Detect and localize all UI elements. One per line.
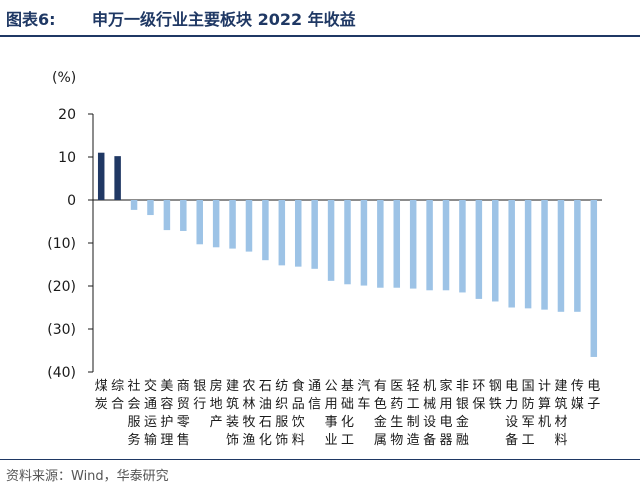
y-unit-label: (%) bbox=[52, 70, 76, 86]
bar bbox=[360, 200, 368, 286]
bar bbox=[426, 200, 433, 291]
bar bbox=[294, 200, 302, 267]
category-label: 电力设备 bbox=[505, 379, 518, 448]
category-label: 环保 bbox=[472, 379, 485, 412]
category-label: 通信 bbox=[308, 379, 321, 412]
category-label: 汽车 bbox=[357, 379, 370, 412]
category-label: 基础化工 bbox=[341, 379, 354, 448]
y-tick-label: (30) bbox=[47, 322, 76, 338]
category-label: 钢铁 bbox=[489, 379, 502, 412]
bar bbox=[541, 200, 548, 310]
bar bbox=[130, 200, 138, 210]
y-tick-label: (20) bbox=[47, 279, 76, 295]
category-label: 商贸零售 bbox=[177, 379, 190, 448]
category-label: 有色金属 bbox=[374, 379, 387, 448]
category-label: 食品饮料 bbox=[292, 378, 305, 448]
bar bbox=[229, 200, 236, 249]
bar bbox=[245, 200, 253, 252]
category-label: 美容护理 bbox=[160, 379, 173, 448]
category-label: 建筑装饰 bbox=[226, 379, 239, 448]
bar bbox=[590, 200, 598, 357]
y-tick-label: (10) bbox=[47, 236, 76, 252]
category-label: 社会服务 bbox=[128, 378, 141, 448]
bar bbox=[327, 200, 335, 281]
bar bbox=[163, 200, 171, 231]
bar-chart: (%) 20 10 0 (10) (20) (30) (40) 煤炭综合社会服务交通运输美容… bbox=[47, 70, 602, 448]
category-label: 银行 bbox=[193, 379, 206, 412]
bar bbox=[393, 200, 401, 288]
figure-header: 图表6: 申万一级行业主要板块 2022 年收益 bbox=[0, 0, 640, 37]
bar bbox=[262, 200, 269, 261]
bar bbox=[377, 200, 384, 288]
header-rule bbox=[0, 35, 640, 37]
bar bbox=[492, 200, 499, 302]
y-tick-label: 0 bbox=[67, 193, 76, 209]
bar bbox=[524, 200, 532, 309]
category-label: 医药生物 bbox=[390, 379, 403, 448]
category-label: 纺织服饰 bbox=[275, 379, 288, 448]
y-tick-label: (40) bbox=[47, 365, 76, 381]
bar bbox=[344, 200, 351, 285]
category-label: 非银金融 bbox=[456, 379, 469, 448]
bar bbox=[508, 200, 515, 308]
bars-group bbox=[97, 152, 598, 357]
bar bbox=[196, 200, 203, 245]
bar bbox=[475, 200, 483, 299]
category-label: 房地产 bbox=[210, 378, 223, 430]
y-tick-label: 20 bbox=[58, 107, 76, 123]
bar bbox=[574, 200, 581, 312]
bar bbox=[278, 200, 286, 266]
category-label: 机械设备 bbox=[423, 379, 436, 448]
category-label: 农林牧渔 bbox=[242, 379, 255, 448]
category-label: 建筑材料 bbox=[554, 379, 567, 448]
category-label: 传媒 bbox=[571, 379, 584, 412]
y-axis: 20 10 0 (10) (20) (30) (40) bbox=[47, 107, 602, 381]
bar bbox=[180, 200, 187, 231]
bar bbox=[409, 200, 417, 289]
bar bbox=[442, 200, 450, 291]
bar bbox=[114, 156, 121, 200]
bar bbox=[557, 200, 565, 312]
footer-rule bbox=[0, 459, 640, 460]
category-label: 公用事业 bbox=[325, 379, 338, 448]
bar bbox=[212, 200, 220, 248]
bar bbox=[97, 152, 105, 200]
category-label: 国防军工 bbox=[522, 379, 535, 448]
category-label: 石油石化 bbox=[259, 379, 272, 448]
x-axis-categories: 煤炭综合社会服务交通运输美容护理商贸零售银行房地产建筑装饰农林牧渔石油石化纺织服… bbox=[95, 378, 601, 448]
category-label: 交通运输 bbox=[144, 378, 157, 448]
bar bbox=[147, 200, 154, 216]
category-label: 电子 bbox=[587, 379, 600, 412]
category-label: 轻工制造 bbox=[407, 379, 420, 448]
category-label: 家用电器 bbox=[440, 378, 453, 448]
figure-label: 图表6: bbox=[6, 10, 56, 29]
y-tick-label: 10 bbox=[58, 150, 76, 166]
bar bbox=[459, 200, 466, 293]
category-label: 计算机 bbox=[538, 379, 551, 430]
source-note: 资料来源：Wind，华泰研究 bbox=[6, 469, 169, 484]
category-label: 煤炭 bbox=[95, 379, 108, 412]
category-label: 综合 bbox=[111, 379, 124, 412]
bar bbox=[311, 200, 318, 269]
chart-title: 申万一级行业主要板块 2022 年收益 bbox=[92, 10, 356, 29]
